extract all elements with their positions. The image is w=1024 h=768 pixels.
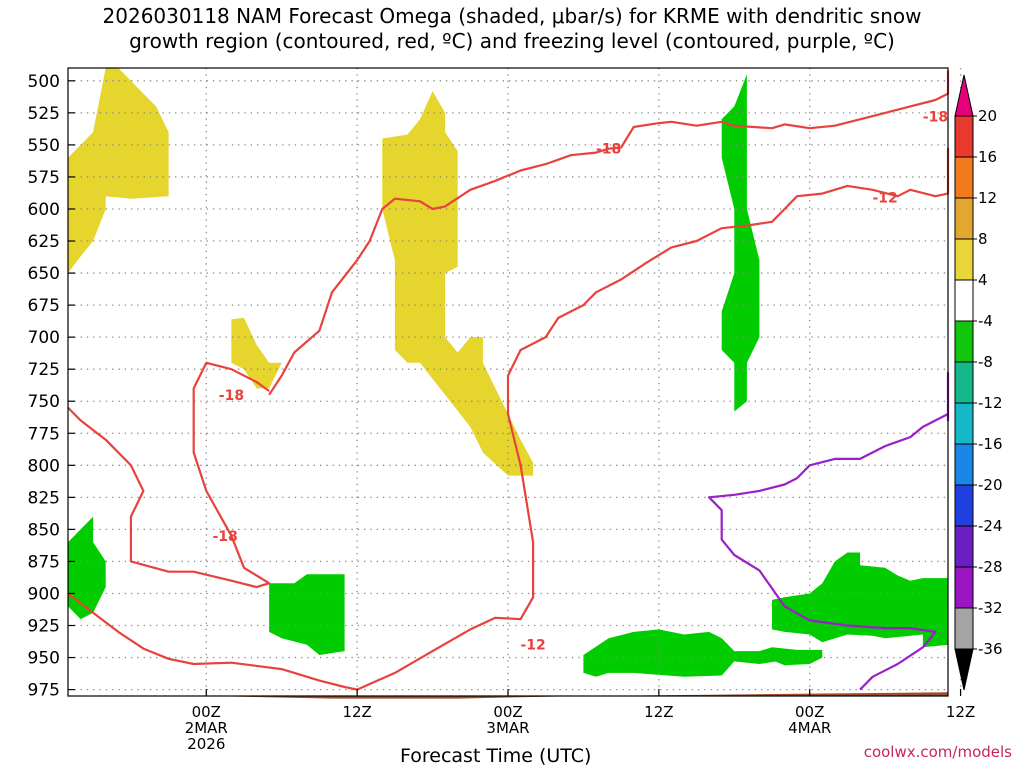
y-tick-label-825: 825 bbox=[28, 488, 60, 508]
x-tick-label-0-2: 2MAR bbox=[185, 719, 228, 737]
y-tick-label-725: 725 bbox=[28, 360, 60, 380]
contour-label-4: -18 bbox=[596, 142, 621, 158]
colorbar-segment-15 bbox=[954, 648, 974, 691]
contour-label-1: -18 bbox=[219, 388, 244, 404]
colorbar-label-10: -20 bbox=[978, 476, 1003, 494]
colorbar-label-4: 8 bbox=[978, 230, 988, 248]
chart-title-line-1: 2026030118 NAM Forecast Omega (shaded, μ… bbox=[102, 4, 922, 28]
omega-region-1 bbox=[68, 68, 169, 274]
colorbar: 20 16 12 8 4 -4 -8 -12 -16 -20 -24 -28 -32 -36 bbox=[954, 74, 1003, 691]
omega-region-6 bbox=[583, 629, 785, 677]
x-tick-label-12-1: 12Z bbox=[342, 703, 371, 721]
colorbar-label-9: -16 bbox=[978, 435, 1003, 453]
x-tick-label-48-2: 4MAR bbox=[788, 719, 831, 737]
colorbar-label-1: 20 bbox=[978, 107, 997, 125]
omega-region-3 bbox=[382, 91, 534, 476]
y-tick-label-900: 900 bbox=[28, 584, 60, 604]
omega-region-8 bbox=[772, 552, 948, 648]
x-tick-label-48-1: 00Z bbox=[795, 703, 824, 721]
colorbar-segment-10 bbox=[954, 443, 974, 486]
contour-line-2 bbox=[268, 70, 950, 396]
y-tick-label-550: 550 bbox=[28, 136, 60, 156]
credit-text: coolwx.com/models bbox=[863, 743, 1012, 761]
colorbar-segment-5 bbox=[954, 238, 974, 281]
y-tick-label-750: 750 bbox=[28, 392, 60, 412]
colorbar-label-8: -12 bbox=[978, 394, 1003, 412]
y-tick-label-600: 600 bbox=[28, 200, 60, 220]
contour-label-6: -18 bbox=[923, 110, 948, 126]
contour-label-layer: -18-18-12-18-12-1800 bbox=[212, 110, 948, 654]
omega-region-2 bbox=[231, 317, 282, 389]
colorbar-segment-7 bbox=[954, 320, 974, 363]
ground-layer bbox=[68, 683, 948, 699]
omega-region-4 bbox=[68, 516, 106, 620]
x-tick-label-60-1: 12Z bbox=[946, 703, 975, 721]
omega-shading-layer bbox=[68, 68, 948, 677]
colorbar-segment-11 bbox=[954, 484, 974, 527]
colorbar-segment-9 bbox=[954, 402, 974, 445]
y-tick-label-525: 525 bbox=[28, 104, 60, 124]
contour-label-3: -12 bbox=[520, 638, 545, 654]
y-tick-label-575: 575 bbox=[28, 168, 60, 188]
colorbar-label-11: -24 bbox=[978, 517, 1003, 535]
contour-line-4 bbox=[707, 371, 950, 691]
contour-label-2: -18 bbox=[212, 529, 237, 545]
colorbar-segment-2 bbox=[954, 115, 974, 158]
x-tick-label-0-3: 2026 bbox=[187, 735, 225, 753]
colorbar-segment-6 bbox=[954, 279, 974, 322]
y-tick-label-625: 625 bbox=[28, 232, 60, 252]
x-tick-label-24-1: 00Z bbox=[493, 703, 522, 721]
y-tick-label-950: 950 bbox=[28, 649, 60, 669]
y-tick-label-925: 925 bbox=[28, 617, 60, 637]
colorbar-segment-14 bbox=[954, 607, 974, 650]
colorbar-label-7: -8 bbox=[978, 353, 993, 371]
y-tick-label-775: 775 bbox=[28, 424, 60, 444]
y-tick-label-875: 875 bbox=[28, 552, 60, 572]
contour-line-1 bbox=[67, 361, 271, 589]
colorbar-label-2: 16 bbox=[978, 148, 997, 166]
colorbar-label-5: 4 bbox=[978, 271, 988, 289]
y-tick-label-800: 800 bbox=[28, 456, 60, 476]
colorbar-label-13: -32 bbox=[978, 599, 1003, 617]
omega-region-9 bbox=[721, 74, 760, 412]
contour-label-5: -12 bbox=[872, 190, 897, 206]
axis-layer: 500 525 550 575 600 625 650 675 700 725 750 775 800 8… bbox=[28, 72, 976, 753]
y-tick-label-650: 650 bbox=[28, 264, 60, 284]
y-tick-label-675: 675 bbox=[28, 296, 60, 316]
colorbar-segment-1 bbox=[954, 74, 974, 117]
x-tick-label-0-1: 00Z bbox=[192, 703, 221, 721]
ground-terrain bbox=[68, 683, 948, 699]
colorbar-segment-12 bbox=[954, 525, 974, 568]
colorbar-label-14: -36 bbox=[978, 640, 1003, 658]
colorbar-segment-4 bbox=[954, 197, 974, 240]
colorbar-label-6: -4 bbox=[978, 312, 993, 330]
colorbar-label-12: -28 bbox=[978, 558, 1003, 576]
colorbar-segment-13 bbox=[954, 566, 974, 609]
colorbar-segment-3 bbox=[954, 156, 974, 199]
chart-title: 2026030118 NAM Forecast Omega (shaded, μ… bbox=[0, 4, 1024, 54]
omega-region-7 bbox=[759, 647, 823, 666]
chart-title-line-2: growth region (contoured, red, ºC) and f… bbox=[129, 29, 895, 53]
x-tick-label-36-1: 12Z bbox=[644, 703, 673, 721]
x-axis-title: Forecast Time (UTC) bbox=[400, 745, 592, 767]
y-tick-label-850: 850 bbox=[28, 520, 60, 540]
y-tick-label-975: 975 bbox=[28, 681, 60, 701]
y-tick-label-500: 500 bbox=[28, 72, 60, 92]
y-tick-label-700: 700 bbox=[28, 328, 60, 348]
colorbar-label-3: 12 bbox=[978, 189, 997, 207]
omega-region-5 bbox=[269, 574, 345, 655]
colorbar-segment-8 bbox=[954, 361, 974, 404]
x-tick-label-24-2: 3MAR bbox=[486, 719, 529, 737]
